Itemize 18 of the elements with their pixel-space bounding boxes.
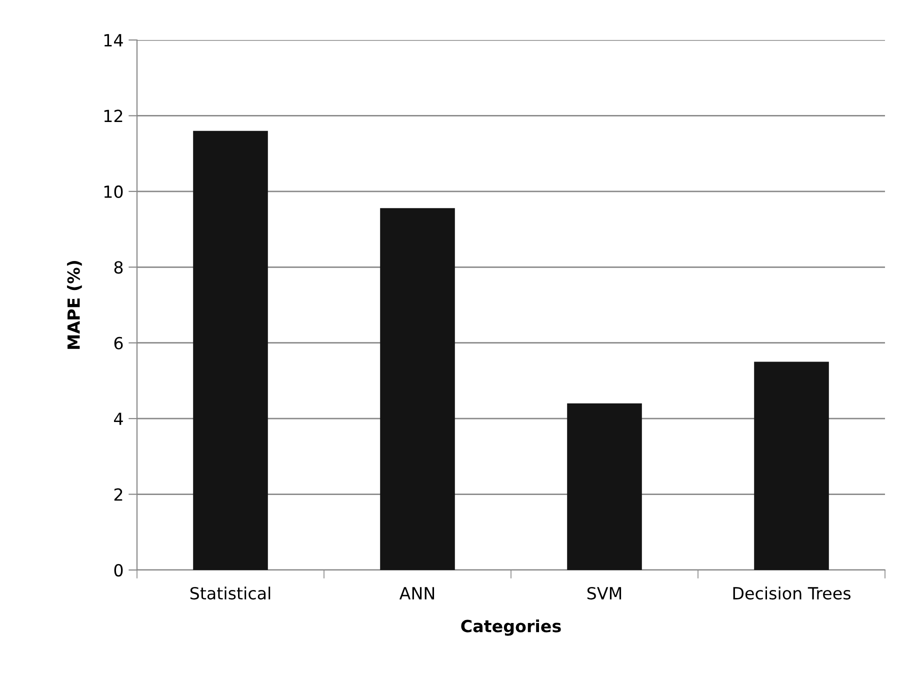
y-tick-label: 4	[114, 412, 123, 425]
y-axis-title: MAPE (%)	[67, 261, 82, 349]
y-tick-label: 0	[114, 564, 123, 577]
y-tick-label: 10	[104, 185, 123, 198]
bar	[380, 208, 455, 570]
bar	[567, 403, 642, 570]
x-tick-label: Decision Trees	[733, 586, 851, 600]
bar	[193, 130, 268, 570]
x-axis-title: Categories	[461, 619, 561, 636]
y-tick-label: 6	[114, 336, 123, 350]
x-tick-label: Statistical	[190, 586, 270, 600]
x-tick-label: SVM	[587, 586, 622, 600]
y-tick-label: 14	[104, 34, 123, 46]
y-tick-label: 8	[114, 261, 123, 274]
y-tick-label: 2	[114, 488, 122, 501]
bar	[754, 362, 829, 570]
x-tick-label: ANN	[399, 587, 434, 600]
y-tick-label: 12	[104, 110, 122, 122]
